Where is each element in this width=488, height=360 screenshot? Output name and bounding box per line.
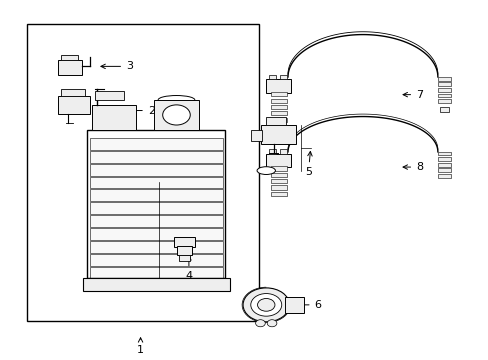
Bar: [270, 192, 286, 196]
Circle shape: [266, 320, 276, 327]
Circle shape: [243, 288, 289, 322]
Text: 7: 7: [402, 90, 423, 100]
Bar: [265, 117, 285, 125]
Bar: [179, 255, 189, 261]
Bar: [437, 152, 450, 156]
Bar: [61, 55, 78, 60]
Bar: [284, 297, 304, 312]
Bar: [174, 237, 194, 247]
Bar: [270, 105, 286, 109]
Bar: [437, 94, 450, 98]
Text: 5: 5: [305, 152, 311, 177]
Bar: [437, 82, 450, 86]
Bar: [90, 189, 223, 201]
Bar: [90, 215, 223, 227]
Ellipse shape: [257, 167, 275, 175]
Bar: [177, 246, 191, 255]
Bar: [61, 89, 85, 96]
Bar: [87, 130, 224, 278]
Circle shape: [163, 105, 190, 125]
Bar: [92, 105, 136, 130]
Bar: [265, 154, 291, 167]
Bar: [270, 185, 286, 190]
Bar: [437, 157, 450, 161]
Bar: [279, 75, 286, 80]
Bar: [95, 91, 123, 100]
Bar: [58, 96, 90, 114]
Bar: [268, 75, 275, 80]
Bar: [270, 166, 286, 171]
Bar: [153, 100, 199, 130]
Bar: [270, 92, 286, 96]
Bar: [265, 80, 291, 93]
Bar: [250, 130, 262, 141]
Circle shape: [257, 298, 274, 311]
Bar: [437, 99, 450, 103]
Bar: [437, 174, 450, 178]
Bar: [270, 118, 286, 122]
Text: 2: 2: [122, 105, 155, 116]
Circle shape: [250, 293, 281, 316]
Bar: [90, 164, 223, 176]
Bar: [58, 60, 81, 75]
Circle shape: [255, 320, 265, 327]
Text: 6: 6: [296, 300, 321, 310]
Bar: [437, 168, 450, 172]
Bar: [90, 228, 223, 240]
Bar: [437, 88, 450, 92]
Bar: [437, 77, 450, 81]
Bar: [437, 163, 450, 167]
Bar: [82, 278, 229, 291]
Text: 1: 1: [137, 338, 144, 355]
Bar: [261, 125, 296, 144]
Bar: [90, 138, 223, 150]
Bar: [90, 202, 223, 214]
Bar: [270, 111, 286, 116]
Bar: [90, 254, 223, 266]
Bar: [270, 173, 286, 177]
Text: 4: 4: [185, 256, 192, 281]
Bar: [90, 151, 223, 163]
Text: 3: 3: [101, 61, 133, 71]
Bar: [439, 107, 448, 112]
Bar: [270, 99, 286, 103]
Bar: [268, 149, 275, 154]
Bar: [270, 179, 286, 183]
Bar: [279, 149, 286, 154]
Bar: [90, 266, 223, 278]
Bar: [90, 177, 223, 188]
Text: 8: 8: [402, 162, 423, 172]
Bar: [27, 24, 259, 321]
Bar: [90, 241, 223, 253]
